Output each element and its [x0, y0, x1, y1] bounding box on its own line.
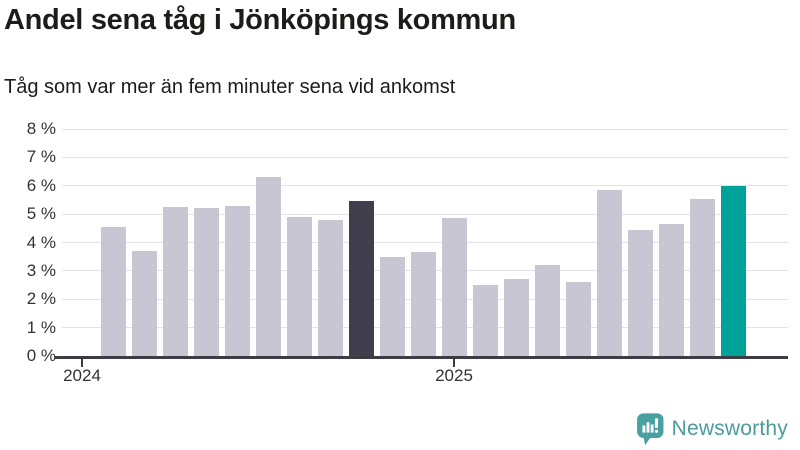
bar [503, 279, 529, 356]
bar [379, 256, 405, 356]
gridline [62, 213, 788, 215]
gridline [62, 185, 788, 187]
y-axis-tick-label: 8 % [26, 119, 56, 138]
x-axis-tick [81, 359, 83, 367]
newsworthy-logo-icon [636, 413, 664, 446]
y-axis-tick-label: 7 % [26, 147, 56, 167]
y-axis-tick-label: 4 % [26, 232, 56, 252]
x-axis-tick [453, 359, 455, 367]
x-axis-tick-label: 2025 [435, 366, 473, 385]
gridline [62, 128, 788, 130]
bar [627, 229, 653, 356]
bar [100, 226, 126, 356]
bar [193, 208, 219, 356]
bar [255, 177, 281, 356]
bar [441, 218, 467, 356]
bar [224, 205, 250, 356]
bar [658, 224, 684, 356]
bar [162, 207, 188, 356]
chart-title: Andel sena tåg i Jönköpings kommun [4, 4, 516, 36]
y-axis-tick-label: 3 % [26, 260, 56, 280]
bar [410, 252, 436, 356]
gridline [62, 156, 788, 158]
chart-subtitle: Tåg som var mer än fem minuter sena vid … [4, 76, 456, 98]
y-axis-tick-label: 1 % [26, 317, 56, 337]
bar [534, 265, 560, 356]
x-axis-line [55, 356, 788, 359]
newsworthy-logo-text: Newsworthy [671, 417, 788, 440]
x-axis-tick-label: 2024 [63, 366, 101, 385]
bar [565, 282, 591, 356]
gridline [62, 242, 788, 243]
y-axis-tick-label: 6 % [26, 175, 56, 195]
y-axis-tick-label: 2 % [26, 289, 56, 309]
y-axis-tick-label: 0 % [26, 346, 56, 365]
bar [317, 219, 343, 356]
bar [689, 198, 715, 356]
bar [131, 251, 157, 356]
y-axis-tick-label: 5 % [26, 204, 56, 224]
newsworthy-logo: Newsworthy [636, 412, 788, 446]
bar [286, 216, 312, 356]
bar [596, 190, 622, 356]
bar [720, 185, 746, 356]
bar [472, 285, 498, 356]
bar [348, 201, 374, 356]
